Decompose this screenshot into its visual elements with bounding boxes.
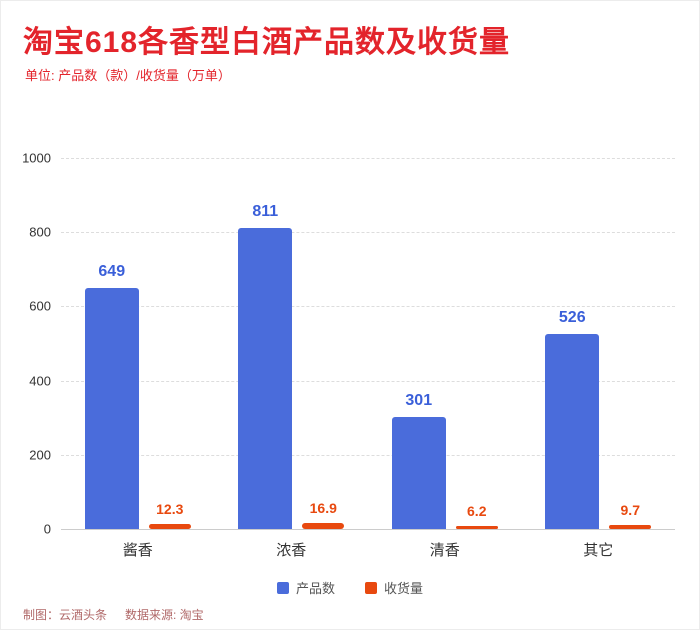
y-tick-label: 0 (43, 521, 51, 537)
gridline (61, 158, 675, 159)
gridline (61, 306, 675, 308)
bar-value-label: 526 (558, 308, 586, 326)
legend-label-volume: 收货量 (384, 581, 424, 596)
category-label: 酱香 (122, 542, 153, 559)
bar-value-label: 9.7 (620, 502, 640, 519)
plot-area: 649 12.3 酱香 811 16.9 浓香 301 6.2 清香 526 9.7 其它 (61, 158, 675, 559)
y-tick-label: 1000 (22, 150, 51, 166)
bar-value-label: 811 (252, 203, 279, 221)
legend-swatch-products (276, 581, 289, 594)
bar-products (545, 333, 600, 529)
bar-value-label: 16.9 (309, 499, 337, 516)
bar-value-label: 6.2 (467, 503, 487, 519)
chart-footer: 制图：云酒头条 数据来源: 淘宝 (23, 606, 222, 623)
category-label: 清香 (429, 542, 460, 559)
legend-item-volume: 收货量 (365, 578, 423, 597)
gridline (61, 380, 675, 382)
legend-swatch-volume (365, 581, 377, 594)
y-tick-label: 200 (29, 447, 51, 463)
bar-volume (609, 525, 652, 529)
bar-volume (302, 522, 345, 529)
y-tick-label: 400 (29, 373, 51, 389)
category-label: 其它 (583, 542, 614, 559)
footer-credit: 制图：云酒头条 (23, 608, 108, 622)
chart-title: 淘宝618各香型白酒产品数及收货量 (23, 26, 511, 59)
category-label: 浓香 (276, 542, 307, 559)
bar-products (84, 288, 139, 529)
y-axis: 0 200 400 600 800 1000 (1, 151, 55, 537)
bar-volume (455, 526, 498, 529)
bar-volume (148, 524, 191, 529)
bar-value-label: 12.3 (156, 501, 184, 518)
legend: 产品数 收货量 (1, 578, 699, 597)
legend-item-products: 产品数 (276, 578, 335, 597)
y-tick-label: 800 (29, 224, 51, 240)
gridline (61, 454, 675, 456)
gridline (61, 232, 675, 234)
y-tick-label: 600 (29, 298, 51, 314)
bar-value-label: 649 (98, 263, 126, 281)
chart-subtitle: 单位: 产品数（款）/收货量（万单） (25, 68, 231, 83)
legend-label-products: 产品数 (295, 581, 335, 596)
footer-source: 数据来源: 淘宝 (125, 608, 204, 622)
bar-value-label: 301 (405, 392, 433, 410)
bar-products (391, 417, 446, 529)
bar-products (238, 228, 293, 529)
